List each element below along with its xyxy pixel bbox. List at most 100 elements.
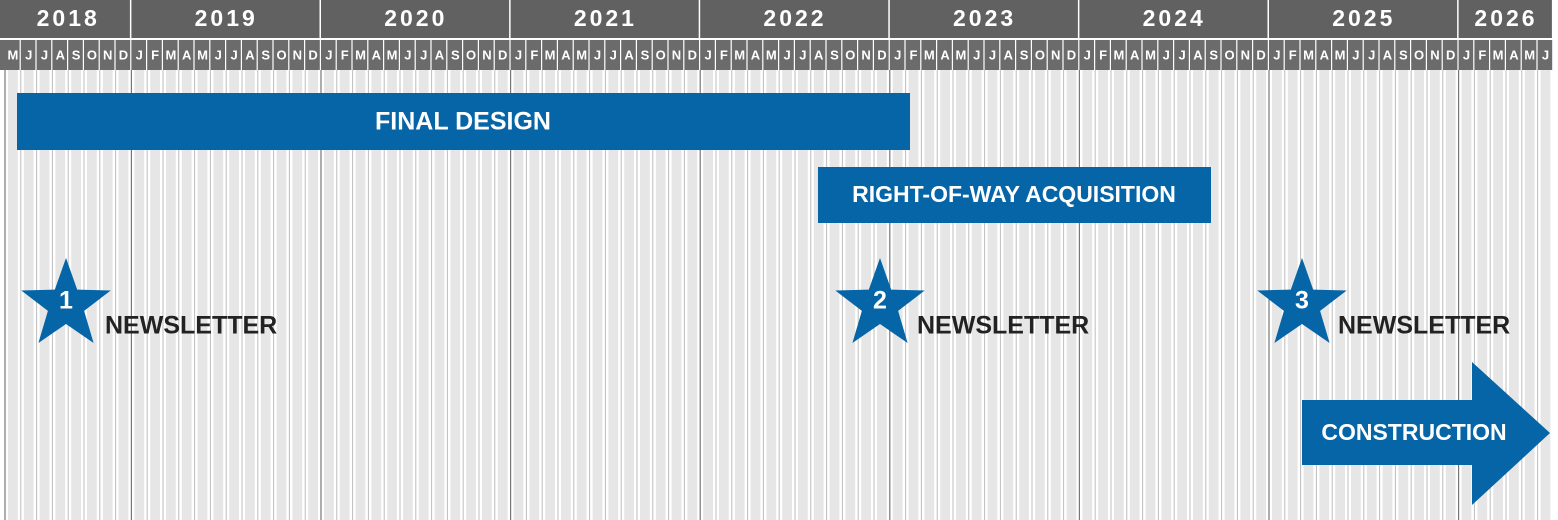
month-cell xyxy=(779,40,794,70)
month-label: M xyxy=(766,47,777,62)
month-cell xyxy=(795,40,810,70)
month-cell xyxy=(1490,40,1505,70)
month-label: J xyxy=(783,47,790,62)
month-label: F xyxy=(720,47,728,62)
month-column xyxy=(1398,70,1409,520)
month-cell xyxy=(415,40,431,70)
month-cell xyxy=(1111,40,1126,70)
month-column xyxy=(576,70,587,520)
month-cell xyxy=(1158,40,1173,70)
month-label: M xyxy=(955,47,966,62)
month-label: M xyxy=(1113,47,1124,62)
month-cell xyxy=(1237,40,1252,70)
month-cell xyxy=(1379,40,1395,70)
month-cell xyxy=(1095,40,1110,70)
month-cell xyxy=(1032,40,1047,70)
month-column xyxy=(1477,70,1488,520)
month-label: D xyxy=(498,47,507,62)
month-label: A xyxy=(372,47,382,62)
milestone-star xyxy=(1257,258,1347,343)
month-column xyxy=(529,70,540,520)
month-column xyxy=(403,70,413,520)
month-label: F xyxy=(910,47,918,62)
month-cell xyxy=(131,40,146,70)
month-cell xyxy=(921,40,936,70)
month-column xyxy=(387,70,397,520)
month-cell xyxy=(889,40,905,70)
month-cell xyxy=(716,40,731,70)
month-label: M xyxy=(7,47,18,62)
month-label: J xyxy=(215,47,222,62)
month-column xyxy=(608,70,619,520)
task-bar xyxy=(818,167,1211,223)
month-column xyxy=(655,70,666,520)
month-label: A xyxy=(1004,47,1014,62)
month-label: F xyxy=(1289,47,1297,62)
month-cell xyxy=(99,40,115,70)
month-cell xyxy=(1142,40,1158,70)
month-cell xyxy=(984,40,1000,70)
milestone-label: NEWSLETTER xyxy=(105,312,277,340)
month-cell xyxy=(52,40,67,70)
month-column xyxy=(1382,70,1393,520)
month-label: A xyxy=(751,47,761,62)
month-column xyxy=(1461,70,1472,520)
month-column xyxy=(624,70,634,520)
year-label: 2023 xyxy=(953,5,1016,31)
month-column xyxy=(1035,70,1045,520)
month-column xyxy=(418,70,429,520)
month-label: J xyxy=(420,47,427,62)
month-column xyxy=(1193,70,1203,520)
month-label: N xyxy=(672,47,681,62)
month-column xyxy=(561,70,571,520)
month-label: O xyxy=(1035,47,1045,62)
month-cell xyxy=(747,40,763,70)
month-cell xyxy=(763,40,778,70)
month-grid xyxy=(4,70,1551,520)
month-label: D xyxy=(308,47,317,62)
task-label: FINAL DESIGN xyxy=(375,108,551,136)
month-cell xyxy=(1253,40,1268,70)
final-design-bar: FINAL DESIGN xyxy=(17,93,910,150)
month-column xyxy=(987,70,998,520)
milestone-number: 3 xyxy=(1295,287,1309,315)
month-label: O xyxy=(466,47,476,62)
month-column xyxy=(245,70,255,520)
month-column xyxy=(466,70,476,520)
task-arrow xyxy=(1302,362,1550,505)
month-label: O xyxy=(1414,47,1424,62)
month-label: M xyxy=(545,47,556,62)
month-label: M xyxy=(387,47,398,62)
month-column xyxy=(434,70,445,520)
month-label: M xyxy=(1145,47,1156,62)
month-label: J xyxy=(136,47,143,62)
year-cell xyxy=(889,0,1078,38)
month-cell xyxy=(1316,40,1331,70)
month-label: J xyxy=(515,47,522,62)
month-label: A xyxy=(1509,47,1519,62)
month-label: O xyxy=(656,47,666,62)
month-column xyxy=(8,70,18,520)
month-cell xyxy=(684,40,699,70)
month-cell xyxy=(463,40,478,70)
year-label: 2025 xyxy=(1332,5,1395,31)
month-label: O xyxy=(1224,47,1234,62)
task-label: RIGHT-OF-WAY ACQUISITION xyxy=(852,181,1176,207)
month-cell xyxy=(1521,40,1537,70)
month-cell xyxy=(637,40,652,70)
month-cell xyxy=(826,40,842,70)
month-column xyxy=(750,70,761,520)
year-cell xyxy=(0,0,130,38)
month-label: N xyxy=(293,47,302,62)
month-column xyxy=(150,70,160,520)
month-cell xyxy=(1221,40,1237,70)
month-label: F xyxy=(341,47,349,62)
month-label: J xyxy=(325,47,332,62)
month-column xyxy=(1050,70,1061,520)
month-label: D xyxy=(688,47,697,62)
month-cell xyxy=(1190,40,1205,70)
year-label: 2018 xyxy=(37,5,100,31)
month-cell xyxy=(700,40,715,70)
month-cell xyxy=(431,40,447,70)
